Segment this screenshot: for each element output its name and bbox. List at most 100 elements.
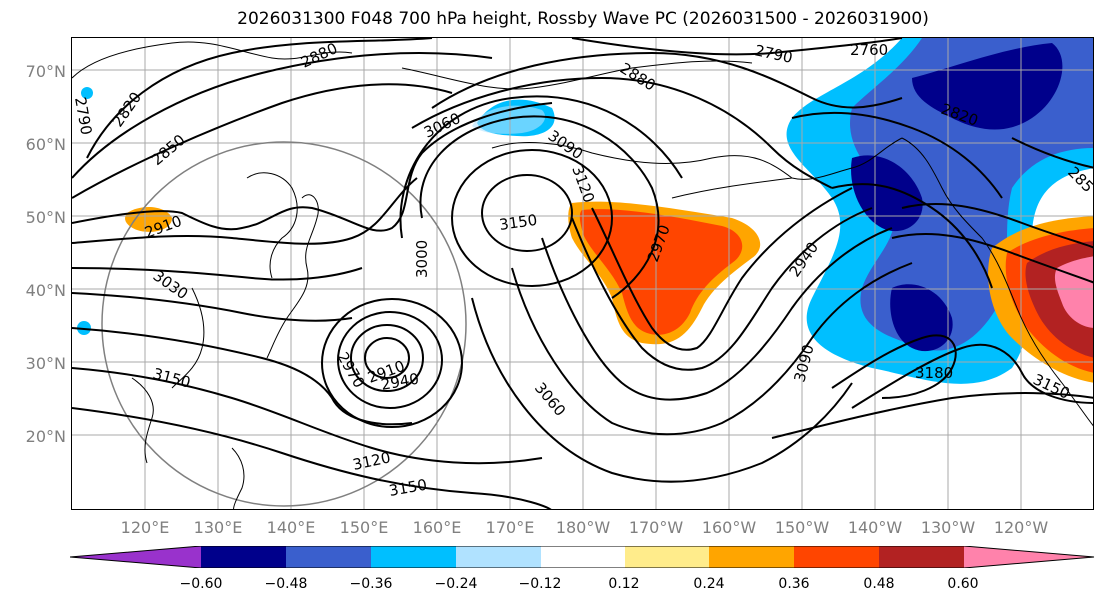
- contour-line: [851, 343, 1093, 409]
- colorbar-segment: [625, 546, 709, 568]
- height-contours: [72, 38, 1093, 509]
- graticule: [72, 38, 1093, 509]
- colorbar-segment: [371, 546, 456, 568]
- colorbar-outline: [70, 546, 1095, 568]
- contour-line: [541, 227, 893, 401]
- contour-label: 3000: [413, 240, 431, 278]
- shade-bering-neg-light: [472, 105, 546, 134]
- contour-line: [511, 262, 913, 436]
- contour-line: [891, 233, 1093, 284]
- contour-label: 3090: [545, 127, 587, 164]
- contour-line: [411, 76, 833, 189]
- contour-line: [431, 51, 903, 109]
- colorbar-segment: [201, 546, 286, 568]
- shade-west-pos-peak: [1054, 256, 1093, 328]
- contour-label: 3120: [568, 163, 598, 205]
- colorbar-segment: [286, 546, 371, 568]
- lon-label-170e: 170°E: [485, 518, 535, 537]
- contour-line: [571, 38, 903, 56]
- contour-label: 2790: [753, 41, 794, 67]
- lon-label-120w: 120°W: [993, 518, 1049, 537]
- shade-pac-pos-core: [579, 209, 743, 335]
- colorbar-segment: [709, 546, 794, 568]
- lon-label-180w: 180°W: [555, 518, 611, 537]
- contour-line: [791, 111, 1003, 199]
- map-canvas: 2880 2820 2790 2850 2760 2790 2880 2820 …: [72, 38, 1093, 509]
- lon-label-160w: 160°W: [701, 518, 757, 537]
- contour-line: [72, 83, 453, 199]
- contour-low-ring-2: [350, 324, 424, 392]
- contour-line: [831, 334, 957, 399]
- contour-label: 3120: [351, 448, 392, 474]
- contour-label: 2790: [72, 96, 95, 137]
- map-panel: 2880 2820 2790 2850 2760 2790 2880 2820 …: [71, 37, 1094, 510]
- map-title: 2026031300 F048 700 hPa height, Rossby W…: [237, 9, 929, 29]
- lon-label-170w: 170°W: [628, 518, 684, 537]
- lon-label-140w: 140°W: [847, 518, 903, 537]
- colorbar-segments: [70, 546, 1094, 568]
- contour-line: [72, 292, 353, 322]
- contour-line: [831, 183, 993, 289]
- lat-label-60n: 60°N: [25, 135, 66, 154]
- contour-line: [72, 267, 363, 281]
- anomaly-shading: [77, 38, 1093, 384]
- colorbar-tick-label: 0.36: [778, 576, 810, 592]
- lon-label-140e: 140°E: [266, 518, 316, 537]
- contour-label: 2880: [617, 59, 659, 95]
- lon-label-130e: 130°E: [193, 518, 243, 537]
- lat-label-50n: 50°N: [25, 208, 66, 227]
- contour-label: 3150: [498, 211, 538, 234]
- lon-label-160e: 160°E: [412, 518, 462, 537]
- lon-label-130w: 130°W: [920, 518, 976, 537]
- contour-line: [571, 207, 873, 371]
- colorbar-tick-label: 0.12: [608, 576, 640, 592]
- lat-label-20n: 20°N: [25, 427, 66, 446]
- lon-label-150e: 150°E: [339, 518, 389, 537]
- contour-line: [419, 115, 660, 299]
- colorbar-segment: [456, 546, 541, 568]
- lat-label-40n: 40°N: [25, 281, 66, 300]
- colorbar-tick-label: −0.36: [349, 576, 393, 592]
- contour-label: 3180: [915, 364, 953, 382]
- shade-alaska-neg-core: [912, 43, 1063, 130]
- contour-label: 3060: [531, 379, 569, 420]
- colorbar-segment: [794, 546, 879, 568]
- lon-label-120e: 120°E: [120, 518, 170, 537]
- contour-label: 2850: [148, 131, 189, 169]
- colorbar-tick-label: −0.24: [434, 576, 478, 592]
- contour-label: 2940: [786, 239, 823, 281]
- contour-label: 3150: [388, 476, 429, 500]
- contour-line: [471, 297, 853, 483]
- contour-low-ring-3: [337, 311, 443, 409]
- colorbar-tick-label: −0.48: [264, 576, 308, 592]
- colorbar-segment: [541, 546, 625, 568]
- contour-line: [399, 95, 683, 239]
- contour-high-ring-2: [451, 149, 613, 287]
- contour-line: [72, 177, 418, 245]
- reference-circle: [101, 141, 467, 507]
- colorbar-extend-right: [964, 546, 1094, 568]
- contour-line: [1011, 137, 1093, 169]
- contour-line: [901, 203, 1093, 249]
- contour-line: [72, 367, 543, 465]
- colorbar-segment: [879, 546, 964, 568]
- shade-dot-1: [81, 87, 93, 99]
- lat-label-70n: 70°N: [25, 62, 66, 81]
- contour-line: [72, 102, 553, 232]
- colorbar-extend-left: [70, 546, 201, 568]
- contour-high-ring-1: [481, 174, 573, 252]
- contour-label: 3090: [790, 342, 817, 384]
- contour-line: [72, 407, 552, 509]
- colorbar-tick-label: 0.60: [947, 576, 979, 592]
- colorbar-tick-label: −0.60: [179, 576, 223, 592]
- colorbar-tick-label: 0.24: [693, 576, 725, 592]
- contour-line: [86, 38, 433, 159]
- colorbar: [70, 546, 1095, 568]
- contour-line: [591, 187, 853, 351]
- shade-mid-neg-core2: [851, 155, 923, 232]
- contour-low-ring-1: [364, 337, 410, 379]
- colorbar-tick-label: 0.48: [863, 576, 895, 592]
- contour-label: 3150: [1030, 370, 1072, 402]
- contour-low-ring-4: [321, 298, 463, 428]
- contour-line: [72, 52, 493, 179]
